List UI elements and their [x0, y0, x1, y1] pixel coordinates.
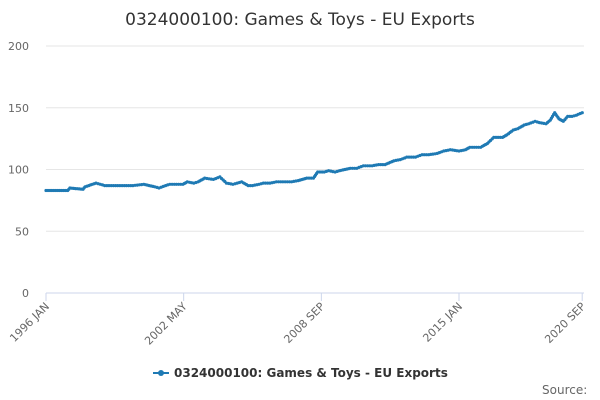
series-marker	[407, 155, 411, 159]
series-marker	[305, 176, 309, 180]
y-axis-ticks: 0 50 100 150 200	[8, 40, 29, 300]
series-marker	[424, 153, 428, 157]
source-label[interactable]: Source:	[542, 383, 587, 397]
series-marker	[274, 180, 278, 184]
series-marker	[492, 135, 496, 139]
y-tick-label: 150	[8, 102, 29, 115]
legend[interactable]: 0324000100: Games & Toys - EU Exports	[153, 366, 448, 380]
grid	[46, 45, 584, 232]
series-marker	[381, 163, 385, 167]
series-marker	[281, 180, 285, 184]
series-marker	[474, 145, 478, 149]
series-marker	[103, 184, 107, 188]
series-marker	[120, 184, 124, 188]
series-marker	[116, 184, 120, 188]
series-marker	[170, 182, 174, 186]
x-tick-label: 2015 JAN	[420, 300, 465, 345]
series-marker	[277, 180, 281, 184]
y-tick-label: 100	[8, 164, 29, 177]
legend-marker	[158, 370, 164, 376]
series-marker	[168, 182, 172, 186]
series-marker	[405, 155, 409, 159]
series-marker	[263, 181, 268, 185]
x-tick-label: 2008 SEP	[281, 300, 327, 346]
series-marker	[472, 145, 476, 149]
legend-label: 0324000100: Games & Toys - EU Exports	[174, 366, 448, 380]
series-marker	[248, 184, 252, 188]
x-tick-label: 1996 JAN	[7, 300, 52, 345]
series-marker	[409, 155, 413, 159]
series-marker	[285, 180, 289, 184]
series-marker	[283, 180, 287, 184]
series-marker	[124, 184, 128, 188]
series-marker	[368, 164, 372, 168]
series-marker	[109, 184, 113, 188]
series-marker	[174, 182, 178, 186]
y-tick-label: 50	[15, 225, 29, 238]
y-tick-label: 200	[8, 40, 29, 53]
series-marker	[366, 164, 370, 168]
series-marker	[307, 176, 311, 180]
series-marker	[468, 145, 472, 149]
series-marker	[498, 135, 502, 139]
series-marker	[350, 166, 355, 170]
series-layer	[44, 111, 584, 193]
series-marker	[111, 184, 115, 188]
series-marker	[177, 182, 181, 186]
series-marker	[266, 181, 270, 185]
series-marker	[363, 164, 368, 168]
x-tick-label: 2002 MAY	[142, 300, 190, 348]
series-marker	[316, 170, 320, 174]
series-marker	[107, 184, 111, 188]
series-marker	[496, 135, 500, 139]
series-marker	[118, 184, 122, 188]
series-marker	[566, 114, 570, 118]
series-marker	[127, 184, 131, 188]
series-marker	[580, 111, 584, 115]
chart-title: 0324000100: Games & Toys - EU Exports	[125, 10, 475, 30]
series-marker	[377, 163, 381, 167]
x-axis-ticks: 1996 JAN 2002 MAY 2008 SEP 2015 JAN 2020 SEP	[7, 293, 589, 348]
series-marker	[348, 166, 352, 170]
series-marker	[309, 176, 313, 180]
series-marker	[318, 170, 322, 174]
y-tick-label: 0	[22, 287, 29, 300]
series-marker	[422, 153, 426, 157]
x-tick-label: 2020 SEP	[542, 300, 588, 346]
